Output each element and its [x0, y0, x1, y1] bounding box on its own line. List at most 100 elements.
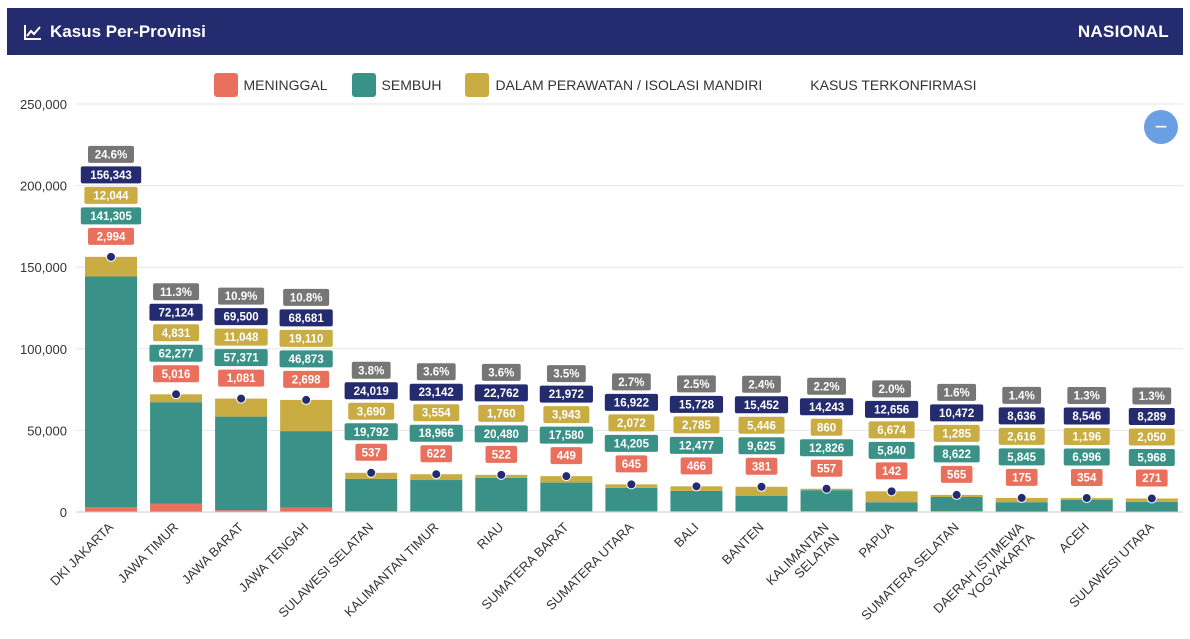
zoom-out-button[interactable]: − — [1144, 110, 1178, 144]
dalam-perawatan-label: 2,050 — [1137, 432, 1166, 444]
confirmed-marker-papua[interactable] — [886, 486, 897, 497]
bar-sembuh-jawa-tengah[interactable] — [280, 431, 333, 508]
meninggal-label-box — [745, 457, 778, 475]
meninggal-label: 645 — [622, 459, 642, 471]
legend-item-meninggal[interactable]: MENINGGAL — [213, 73, 328, 97]
bar-sembuh-jawa-timur[interactable] — [150, 402, 203, 504]
scope-label[interactable]: NASIONAL — [1077, 21, 1169, 41]
legend-label-kasus-terkonfirmasi: KASUS TERKONFIRMASI — [810, 77, 977, 93]
bar-meninggal-jawa-tengah[interactable] — [280, 507, 333, 512]
y-tick-label: 150,000 — [20, 260, 67, 275]
confirmed-marker-daerah-istimewa-yogyakarta[interactable] — [1016, 492, 1027, 503]
sembuh-label-box — [799, 439, 854, 457]
dalam-perawatan-label-box — [738, 416, 785, 434]
confirmed-label: 15,728 — [679, 399, 715, 411]
dalam-perawatan-label-box — [868, 421, 915, 439]
sembuh-label: 12,477 — [679, 440, 714, 452]
y-tick-label: 100,000 — [20, 342, 67, 357]
dalam-perawatan-label-box — [810, 418, 843, 436]
dalam-perawatan-label-box — [543, 406, 590, 424]
legend-label-dalam-perawatan: DALAM PERAWATAN / ISOLASI MANDIRI — [495, 77, 763, 93]
confirmed-marker-sumatera-selatan[interactable] — [951, 489, 962, 500]
sembuh-label-box — [344, 423, 398, 441]
confirmed-marker-jawa-tengah[interactable] — [301, 394, 312, 405]
confirmed-label-box — [344, 382, 398, 400]
dalam-perawatan-label: 2,072 — [617, 418, 646, 430]
bar-dalam-perawatan-papua[interactable] — [865, 491, 918, 503]
meninggal-label-box — [355, 443, 387, 461]
share-label: 2.2% — [813, 381, 839, 393]
meninggal-label-box — [283, 370, 330, 388]
chart-legend: MENINGGAL SEMBUH DALAM PERAWATAN / ISOLA… — [0, 72, 1190, 98]
y-tick-label: 200,000 — [20, 179, 67, 194]
bar-sembuh-dki-jakarta[interactable] — [85, 276, 137, 508]
bar-sembuh-papua[interactable] — [865, 502, 918, 512]
bar-sembuh-banten[interactable] — [735, 495, 788, 512]
confirmed-marker-sulawesi-utara[interactable] — [1146, 493, 1157, 504]
bar-meninggal-jawa-barat[interactable] — [215, 510, 268, 512]
share-label-box — [742, 375, 781, 393]
confirmed-label-box — [214, 308, 268, 326]
y-tick-label: 50,000 — [27, 423, 67, 438]
dalam-perawatan-label-box — [933, 424, 980, 442]
bar-sembuh-daerah-istimewa-yogyakarta[interactable] — [995, 502, 1048, 512]
confirmed-label-box — [799, 398, 854, 416]
dalam-perawatan-label-box — [478, 404, 525, 422]
confirmed-marker-sulawesi-selatan[interactable] — [366, 467, 377, 478]
legend-item-kasus-terkonfirmasi[interactable]: KASUS TERKONFIRMASI — [810, 77, 976, 93]
bar-dalam-perawatan-jawa-tengah[interactable] — [280, 399, 333, 432]
bar-sembuh-riau[interactable] — [475, 477, 528, 512]
bar-sembuh-kalimantan-timur[interactable] — [410, 480, 463, 511]
confirmed-marker-jawa-timur[interactable] — [171, 389, 182, 400]
meninggal-label: 271 — [1142, 473, 1162, 485]
legend-label-meninggal: MENINGGAL — [243, 77, 328, 93]
bar-dalam-perawatan-jawa-barat[interactable] — [215, 398, 268, 417]
share-label: 10.8% — [290, 292, 323, 304]
confirmed-label: 15,452 — [744, 400, 779, 412]
bar-sembuh-kalimantan-selatan[interactable] — [800, 490, 853, 512]
confirmed-label: 69,500 — [224, 312, 259, 324]
sembuh-label-box — [738, 437, 785, 455]
bar-meninggal-sumatera-utara[interactable] — [605, 510, 658, 512]
line-chart-icon — [24, 24, 41, 40]
bar-sembuh-jawa-barat[interactable] — [215, 416, 268, 511]
confirmed-marker-aceh[interactable] — [1081, 493, 1092, 504]
confirmed-marker-sumatera-barat[interactable] — [561, 471, 572, 482]
sembuh-label-box — [1063, 448, 1110, 466]
confirmed-marker-kalimantan-selatan[interactable] — [821, 483, 832, 494]
confirmed-marker-kalimantan-timur[interactable] — [431, 469, 442, 480]
confirmed-marker-riau[interactable] — [496, 469, 507, 480]
dalam-perawatan-label: 5,446 — [747, 420, 776, 432]
bar-meninggal-dki-jakarta[interactable] — [85, 507, 137, 512]
share-label: 2.4% — [748, 379, 774, 391]
bar-sembuh-aceh[interactable] — [1060, 500, 1113, 512]
confirmed-marker-dki-jakarta[interactable] — [106, 251, 116, 262]
bar-meninggal-jawa-timur[interactable] — [150, 503, 203, 512]
bar-sembuh-sumatera-barat[interactable] — [540, 482, 593, 512]
bar-dalam-perawatan-dki-jakarta[interactable] — [85, 256, 137, 277]
share-label: 1.4% — [1009, 390, 1035, 402]
legend-item-sembuh[interactable]: SEMBUH — [351, 73, 442, 97]
x-axis-label-dki-jakarta: DKI JAKARTA — [47, 519, 116, 588]
bar-sembuh-bali[interactable] — [670, 490, 723, 512]
sembuh-label: 141,305 — [90, 211, 132, 223]
sembuh-label-box — [604, 434, 658, 452]
bar-meninggal-kalimantan-timur[interactable] — [410, 510, 463, 512]
sembuh-label: 14,205 — [614, 438, 650, 450]
meninggal-label-box — [1136, 469, 1168, 487]
legend-label-sembuh: SEMBUH — [381, 77, 442, 93]
bar-sembuh-sumatera-selatan[interactable] — [930, 497, 983, 512]
confirmed-label: 21,972 — [549, 389, 584, 401]
confirmed-marker-sumatera-utara[interactable] — [626, 479, 637, 490]
confirmed-marker-bali[interactable] — [691, 481, 702, 492]
legend-item-dalam-perawatan[interactable]: DALAM PERAWATAN / ISOLASI MANDIRI — [465, 73, 762, 97]
bar-sembuh-sulawesi-selatan[interactable] — [345, 478, 398, 512]
bar-sembuh-sulawesi-utara[interactable] — [1125, 501, 1178, 512]
sembuh-label-box — [279, 350, 333, 368]
confirmed-marker-jawa-barat[interactable] — [236, 393, 247, 404]
sembuh-label-box — [933, 445, 980, 463]
bar-sembuh-sumatera-utara[interactable] — [605, 487, 658, 511]
confirmed-label-box — [998, 407, 1045, 425]
share-label: 2.5% — [683, 379, 709, 391]
confirmed-marker-banten[interactable] — [756, 481, 767, 492]
